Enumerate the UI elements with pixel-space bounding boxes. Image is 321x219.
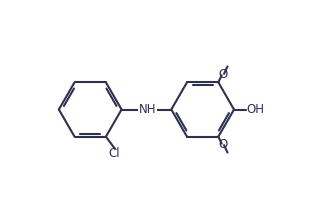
Text: O: O — [218, 138, 227, 151]
Text: OH: OH — [246, 103, 264, 116]
Text: Cl: Cl — [108, 147, 120, 161]
Text: O: O — [218, 68, 227, 81]
Text: NH: NH — [139, 103, 156, 116]
